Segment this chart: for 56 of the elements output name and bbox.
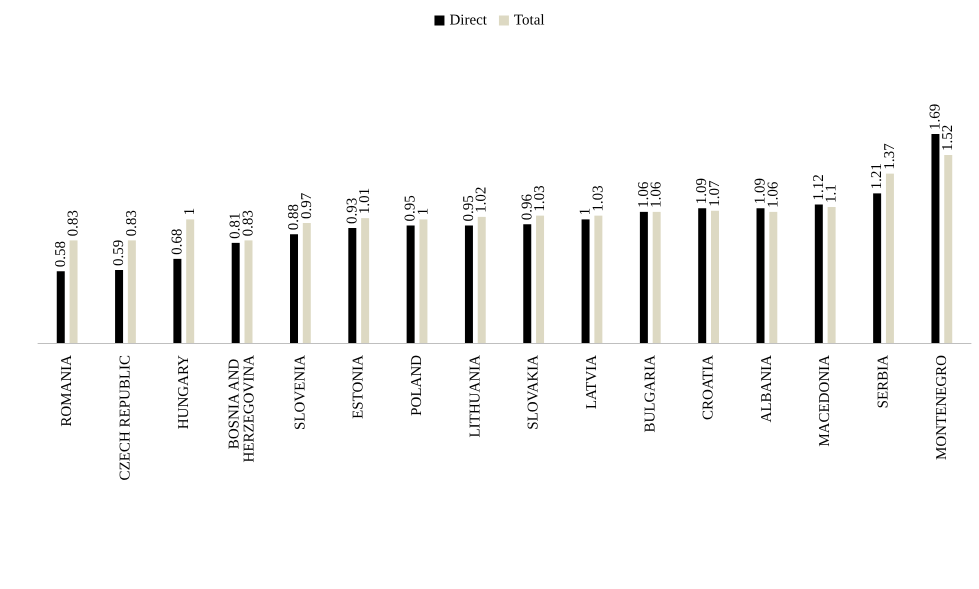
bar — [873, 193, 882, 343]
bar — [70, 240, 78, 343]
bar — [406, 226, 415, 343]
bar — [128, 240, 136, 343]
data-label: 0.58 — [52, 241, 69, 268]
bar — [115, 270, 124, 343]
x-tick-label: CROATIA — [700, 354, 717, 420]
x-tick-label: POLAND — [409, 354, 426, 416]
bar — [464, 226, 473, 343]
x-tick-label: MACEDONIA — [817, 354, 834, 447]
legend-label: Direct — [449, 12, 488, 28]
bar — [582, 219, 590, 343]
x-tick-label: ROMANIA — [59, 354, 76, 427]
bar — [710, 210, 719, 343]
bar — [523, 224, 532, 343]
bar — [419, 219, 428, 343]
x-tick-label: SERBIA — [876, 354, 892, 408]
bar — [173, 258, 182, 343]
bar — [348, 228, 356, 343]
x-tick-label: ALBANIA — [758, 354, 775, 422]
bar — [302, 223, 311, 343]
bar — [640, 212, 648, 343]
bar — [698, 208, 706, 343]
legend-label: Total — [514, 12, 545, 28]
bar — [56, 271, 65, 343]
bar — [536, 216, 544, 343]
x-tick-label: SLOVAKIA — [526, 354, 542, 430]
bar — [244, 240, 252, 343]
bar — [186, 219, 194, 343]
bar — [361, 218, 370, 343]
bar — [290, 234, 298, 343]
bar — [232, 242, 240, 343]
data-label: 0.83 — [124, 210, 140, 236]
bar — [814, 204, 823, 343]
bar — [756, 208, 765, 343]
data-label: 0.83 — [66, 210, 82, 236]
bar — [931, 134, 940, 343]
x-tick-label: HUNGARY — [176, 354, 192, 430]
bar — [944, 155, 952, 343]
bar — [886, 174, 894, 343]
bar — [769, 212, 778, 343]
x-tick-label: LATVIA — [584, 354, 600, 410]
bar — [828, 206, 836, 343]
bar — [652, 212, 661, 343]
x-tick-label: MONTENEGRO — [934, 354, 950, 460]
data-label: 0.68 — [169, 228, 186, 255]
x-tick-label: SLOVENIA — [292, 354, 308, 430]
x-tick-label: ESTONIA — [350, 354, 367, 419]
data-label: 1 — [182, 208, 198, 216]
data-label: 0.59 — [111, 240, 128, 266]
x-tick-label: LITHUANIA — [467, 354, 484, 438]
bar — [478, 216, 486, 343]
x-tick-label: CZECH REPUBLIC — [117, 355, 134, 480]
bar — [594, 216, 602, 343]
x-tick-label: BULGARIA — [642, 354, 658, 432]
x-tick-label: BOSNIA AND HERZEGOVINA — [226, 354, 258, 462]
